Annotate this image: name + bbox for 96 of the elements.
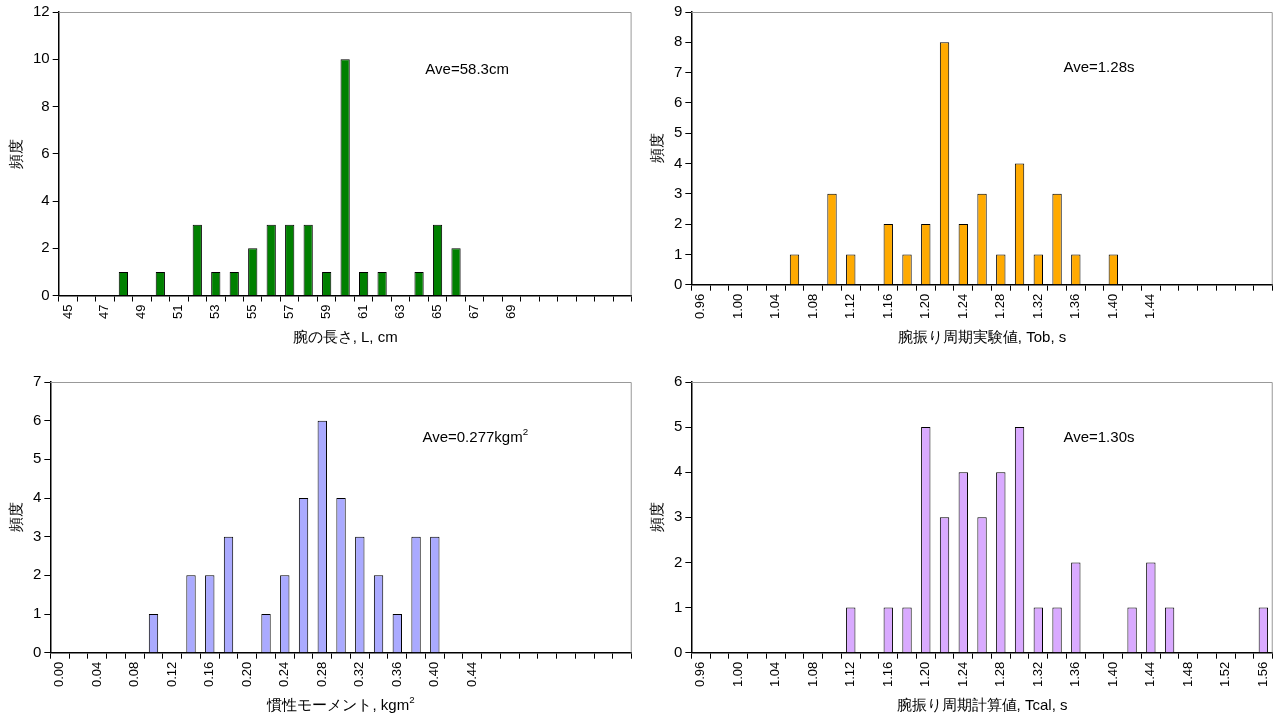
x-tick-label: 1.20 xyxy=(917,661,933,688)
y-tick-label: 0 xyxy=(674,642,683,660)
x-tick-label: 1.24 xyxy=(954,661,970,688)
annotation: Ave=58.3cm xyxy=(425,60,509,78)
y-tick-label: 4 xyxy=(41,191,50,209)
x-tick-label: 57 xyxy=(281,304,297,320)
y-tick-label: 4 xyxy=(674,462,683,480)
x-tick-label: 0.28 xyxy=(313,661,329,688)
x-tick-label: 1.12 xyxy=(842,661,858,688)
x-tick-label: 0.96 xyxy=(692,661,708,688)
x-tick-label: 0.36 xyxy=(388,661,404,688)
annotation: Ave=1.28s xyxy=(1063,57,1135,75)
x-tick-label: 53 xyxy=(207,304,223,320)
x-tick-label: 1.32 xyxy=(1029,293,1045,320)
x-tick-label: 61 xyxy=(355,304,371,320)
x-axis-title: 腕の長さ, L, cm xyxy=(292,328,398,345)
x-tick-label: 1.04 xyxy=(767,661,783,688)
x-tick-label: 47 xyxy=(96,304,112,320)
x-tick-label: 1.20 xyxy=(917,293,933,320)
y-tick-label: 0 xyxy=(41,285,50,303)
x-tick-label: 1.52 xyxy=(1217,661,1233,688)
y-tick-label: 2 xyxy=(33,565,42,583)
x-axis-title: 腕振り周期実験値, Tob, s xyxy=(897,328,1067,345)
y-tick-label: 2 xyxy=(41,238,50,256)
y-axis-title: 頻度 xyxy=(648,133,666,164)
y-tick-label: 8 xyxy=(41,96,50,114)
y-tick-label: 6 xyxy=(33,410,42,428)
x-tick-label: 1.48 xyxy=(1179,661,1195,688)
x-tick-label: 1.36 xyxy=(1067,661,1083,688)
x-tick-label: 1.40 xyxy=(1104,661,1120,688)
x-tick-label: 0.40 xyxy=(426,661,442,688)
x-tick-label: 1.24 xyxy=(954,293,970,320)
x-tick-label: 0.32 xyxy=(351,661,367,688)
x-tick-label: 1.04 xyxy=(767,293,783,320)
x-tick-label: 0.24 xyxy=(276,661,292,688)
x-tick-label: 1.12 xyxy=(842,293,858,320)
x-tick-label: 1.28 xyxy=(992,293,1008,320)
y-axis-title: 頻度 xyxy=(7,138,25,169)
x-tick-label: 0.96 xyxy=(692,293,708,320)
y-tick-label: 0 xyxy=(33,642,42,660)
y-tick-label: 2 xyxy=(674,214,683,232)
x-tick-label: 67 xyxy=(466,304,482,320)
y-tick-label: 6 xyxy=(674,93,683,111)
y-tick-label: 3 xyxy=(674,183,683,201)
y-tick-label: 8 xyxy=(674,32,683,50)
x-tick-label: 1.44 xyxy=(1142,293,1158,320)
x-tick-label: 55 xyxy=(244,304,260,320)
y-tick-label: 6 xyxy=(41,143,50,161)
y-tick-label: 3 xyxy=(33,526,42,544)
x-tick-label: 1.08 xyxy=(804,661,820,688)
x-tick-label: 1.00 xyxy=(729,661,745,688)
x-tick-label: 1.36 xyxy=(1067,293,1083,320)
x-tick-label: 51 xyxy=(170,304,186,320)
x-tick-label: 0.08 xyxy=(126,661,142,688)
y-tick-label: 1 xyxy=(674,597,683,615)
y-tick-label: 7 xyxy=(33,372,42,390)
x-axis-title: 腕振り周期計算値, Tcal, s xyxy=(896,696,1068,713)
x-tick-label: 1.32 xyxy=(1029,661,1045,688)
x-tick-label: 1.40 xyxy=(1104,293,1120,320)
x-tick-label: 63 xyxy=(392,304,408,320)
x-tick-label: 0.20 xyxy=(238,661,254,688)
y-tick-label: 5 xyxy=(33,449,42,467)
y-tick-label: 4 xyxy=(674,153,683,171)
y-tick-label: 1 xyxy=(33,604,42,622)
x-tick-label: 1.08 xyxy=(804,293,820,320)
y-tick-label: 10 xyxy=(33,49,50,67)
x-tick-label: 65 xyxy=(429,304,445,320)
x-tick-label: 45 xyxy=(59,304,75,320)
x-tick-label: 1.16 xyxy=(879,293,895,320)
x-tick-label: 0.00 xyxy=(51,661,67,688)
y-tick-label: 5 xyxy=(674,417,683,435)
x-tick-label: 1.28 xyxy=(992,661,1008,688)
x-tick-label: 0.04 xyxy=(88,661,104,688)
x-tick-label: 1.56 xyxy=(1254,661,1270,688)
x-tick-label: 1.00 xyxy=(729,293,745,320)
x-tick-label: 1.44 xyxy=(1142,661,1158,688)
y-axis-title: 頻度 xyxy=(648,502,666,533)
x-tick-label: 0.44 xyxy=(463,661,479,688)
y-tick-label: 12 xyxy=(33,2,50,20)
y-tick-label: 9 xyxy=(674,2,683,20)
y-tick-label: 7 xyxy=(674,62,683,80)
y-tick-label: 5 xyxy=(674,123,683,141)
annotation: Ave=1.30s xyxy=(1063,427,1135,445)
y-tick-label: 2 xyxy=(674,552,683,570)
y-tick-label: 0 xyxy=(674,274,683,292)
x-tick-label: 0.12 xyxy=(163,661,179,688)
x-tick-label: 49 xyxy=(133,304,149,320)
y-tick-label: 6 xyxy=(674,372,683,390)
y-tick-label: 4 xyxy=(33,488,42,506)
x-tick-label: 1.16 xyxy=(879,661,895,688)
y-tick-label: 1 xyxy=(674,244,683,262)
x-tick-label: 69 xyxy=(503,304,519,320)
y-axis-title: 頻度 xyxy=(7,502,25,533)
x-tick-label: 59 xyxy=(318,304,334,320)
y-tick-label: 3 xyxy=(674,507,683,525)
x-tick-label: 0.16 xyxy=(201,661,217,688)
